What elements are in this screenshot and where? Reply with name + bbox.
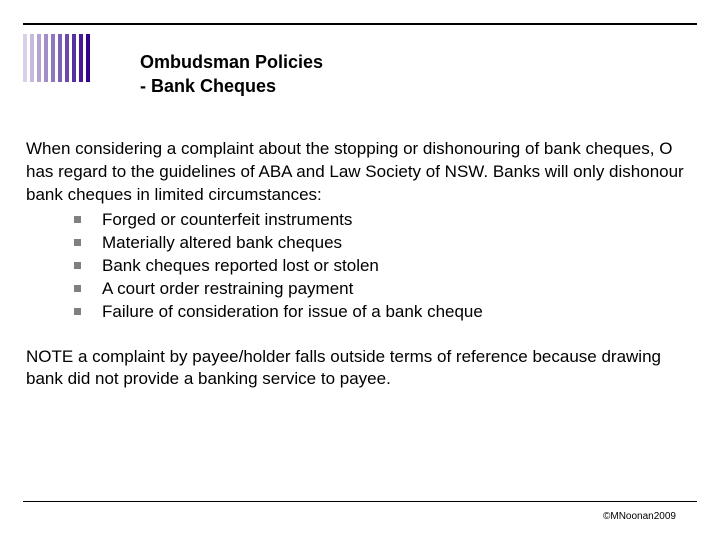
decor-bar: [79, 34, 83, 82]
footer-copyright: ©MNoonan2009: [603, 511, 676, 522]
note-paragraph: NOTE a complaint by payee/holder falls o…: [26, 346, 692, 392]
title-line-2: - Bank Cheques: [140, 74, 323, 98]
intro-paragraph: When considering a complaint about the s…: [26, 138, 692, 207]
decor-bar: [51, 34, 55, 82]
decor-bar: [37, 34, 41, 82]
decor-bar: [44, 34, 48, 82]
top-rule: [23, 23, 697, 25]
decor-bar: [86, 34, 90, 82]
bullet-list: Forged or counterfeit instruments Materi…: [74, 209, 692, 324]
decor-bar: [72, 34, 76, 82]
slide-body: When considering a complaint about the s…: [26, 138, 692, 391]
list-item: A court order restraining payment: [74, 278, 692, 301]
list-item: Failure of consideration for issue of a …: [74, 301, 692, 324]
title-line-1: Ombudsman Policies: [140, 50, 323, 74]
decor-bar: [58, 34, 62, 82]
decor-bar: [23, 34, 27, 82]
bottom-rule: [23, 501, 697, 502]
decor-bars: [23, 34, 90, 82]
decor-bar: [30, 34, 34, 82]
slide-title: Ombudsman Policies - Bank Cheques: [140, 50, 323, 99]
list-item: Materially altered bank cheques: [74, 232, 692, 255]
decor-bar: [65, 34, 69, 82]
list-item: Forged or counterfeit instruments: [74, 209, 692, 232]
list-item: Bank cheques reported lost or stolen: [74, 255, 692, 278]
